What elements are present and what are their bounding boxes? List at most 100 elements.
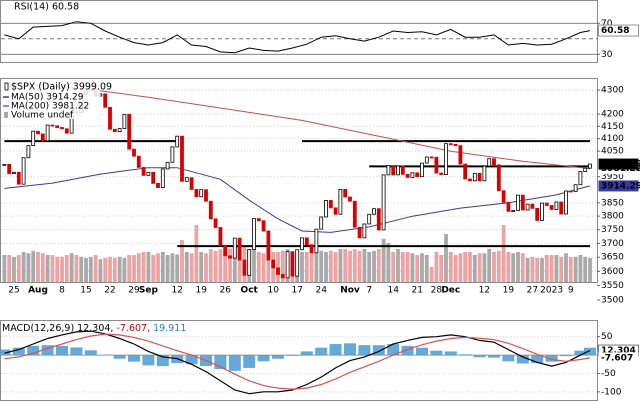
volume-bar [525,258,530,282]
volume-bar [300,252,304,282]
candle [338,188,343,215]
candle [7,163,12,174]
histogram-bar [0,349,11,356]
volume-bar [16,255,21,282]
histogram-bar [142,355,155,366]
candle [333,207,338,215]
volume-bar [405,252,410,282]
volume-bar [434,252,439,282]
volume-bar [501,225,506,282]
volume-bar [276,252,280,282]
candle [362,223,367,239]
volume-bar [376,249,381,282]
x-tick-label: 17 [291,286,302,296]
volume-bar [338,249,343,282]
x-tick-label: 10 [267,286,279,296]
volume-bar [348,250,352,282]
candle [26,145,31,159]
y-tick-label: 4050 [601,147,624,157]
volume-bar [492,252,496,282]
x-tick-label: 7 [366,286,372,296]
histogram-bar [286,355,299,356]
candle [12,171,16,174]
candle [141,167,146,176]
x-tick-label: Oct [241,286,259,296]
candle [146,171,151,176]
y-tick-label: -100 [601,387,622,397]
rsi-line [4,21,591,54]
candle [420,162,424,178]
volume-bar [156,253,160,282]
value-tag-box [598,158,639,170]
volume-bar [343,249,348,282]
volume-bar [477,253,482,282]
candle [559,201,564,215]
volume-bar [372,250,376,282]
histogram-bar [228,355,241,371]
histogram-bar [358,345,371,356]
candle [122,113,127,129]
volume-bar [170,253,175,282]
candle [247,249,252,276]
volume-bar [237,250,242,282]
candle [554,201,559,210]
y-tick-label: 4100 [601,134,624,144]
candle [36,130,40,135]
volume-bar [184,252,189,282]
candle [276,267,280,275]
candle [2,163,7,166]
x-tick-label: 21 [411,286,422,296]
histogram-bar [416,347,428,356]
volume-bar [506,252,511,282]
volume-bar [21,252,26,282]
volume-bar [2,255,7,282]
candle [578,171,583,186]
candle [314,228,319,254]
volume-bar [232,249,237,282]
volume-bar [564,253,568,282]
volume-bar [444,234,448,282]
candle [290,251,295,277]
volume-bar [79,256,84,282]
volume-bar [573,256,578,282]
y-tick-label: 3700 [601,239,624,249]
candle [573,184,578,192]
x-tick-label: 29 [128,286,140,296]
volume-bar [559,256,564,282]
volume-bar [482,253,487,282]
candle [520,194,525,211]
candle [108,106,112,130]
volume-bar [448,252,453,282]
candle [424,156,429,164]
candle [199,189,204,198]
x-tick-label: Nov [340,286,360,296]
candle [280,274,285,279]
candle [352,200,357,228]
candle [256,218,261,222]
candle [367,213,372,225]
y-tick-label: 30 [601,50,613,60]
value-tag: 12.304 [601,346,636,356]
moving-average [4,167,591,233]
candle [501,190,506,203]
legend-label: MA(200) 3981.22 [11,102,89,112]
histogram-bar [113,355,126,359]
volume-bar [328,250,333,282]
volume-bar [122,258,127,282]
candle [525,203,530,211]
y-tick-label: 3650 [601,253,624,263]
histogram-bar [315,347,328,356]
histogram-bar [257,355,270,362]
volume-bar [439,255,444,282]
histogram-bar [531,355,544,364]
histogram-bar [444,351,457,356]
histogram-bar [372,345,385,356]
histogram-bar [156,355,169,367]
candle [285,251,290,279]
volume-bar [93,255,98,282]
y-tick-label: -50 [601,369,616,379]
volume-bar [516,252,520,282]
volume-bar [141,252,146,282]
volume-bar [208,249,213,282]
volume-bar [487,249,492,282]
